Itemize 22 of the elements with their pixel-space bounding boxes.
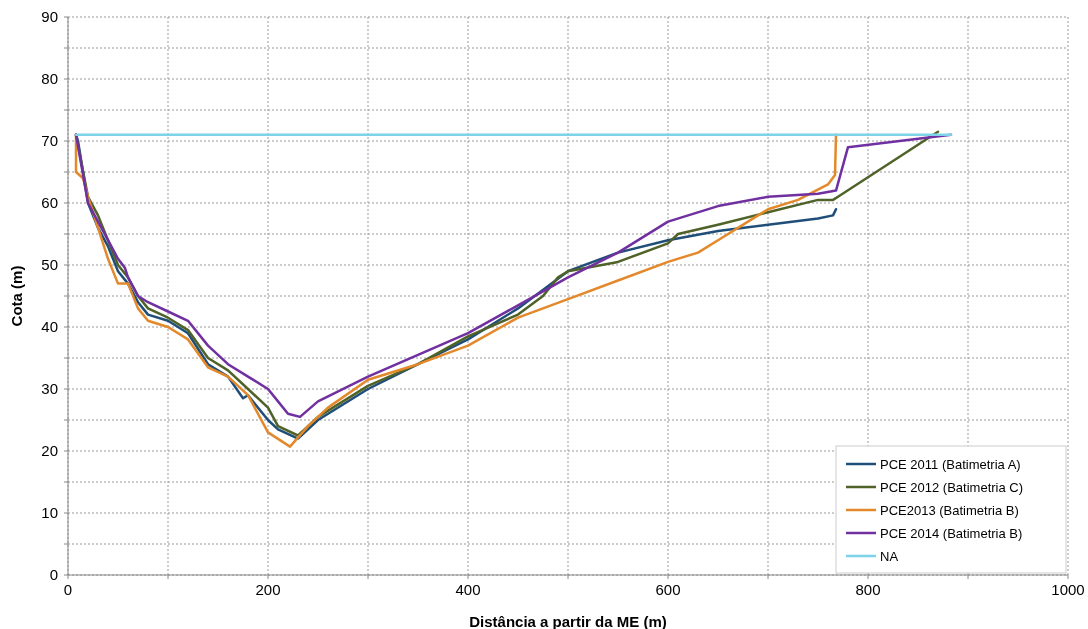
y-tick-label: 30 [41,380,58,397]
legend-label: NA [880,549,899,564]
x-tick-label: 1000 [1051,581,1085,598]
y-tick-label: 50 [41,256,58,273]
legend-label: PCE 2012 (Batimetria C) [880,480,1024,495]
y-tick-label: 0 [49,566,58,583]
x-tick-label: 200 [255,581,281,598]
legend-label: PCE 2014 (Batimetria B) [880,526,1023,541]
x-tick-label: 0 [63,581,73,598]
y-tick-label: 20 [41,442,58,459]
legend-label: PCE 2011 (Batimetria A) [880,457,1021,472]
y-axis-title: Cota (m) [8,265,25,327]
y-tick-label: 60 [41,194,58,211]
y-tick-label: 80 [41,70,58,87]
legend-label: PCE2013 (Batimetria B) [880,503,1019,518]
x-tick-label: 400 [455,581,481,598]
y-tick-label: 90 [41,8,58,25]
x-tick-label: 600 [655,581,681,598]
y-tick-label: 40 [41,318,58,335]
y-tick-label: 70 [41,132,58,149]
y-tick-label: 10 [41,504,58,521]
x-tick-label: 800 [855,581,881,598]
